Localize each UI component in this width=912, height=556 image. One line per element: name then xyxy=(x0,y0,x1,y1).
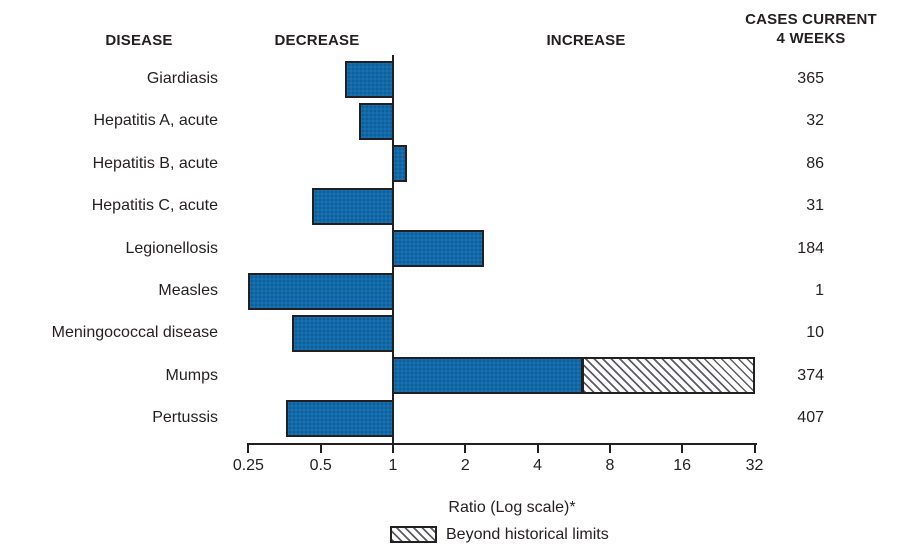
cases-value-mumps: 374 xyxy=(797,366,824,384)
column-header-decrease: DECREASE xyxy=(274,32,360,49)
disease-label-hepatitis-b-acute: Hepatitis B, acute xyxy=(92,154,218,172)
cases-value-giardiasis: 365 xyxy=(797,70,824,87)
cases-value-legionellosis: 184 xyxy=(797,239,824,257)
cases-header-line2: 4 WEEKS xyxy=(776,30,846,47)
disease-label-mumps: Mumps xyxy=(165,366,218,384)
x-tick-0.25 xyxy=(247,443,250,453)
bar-hepatitis-a-acute xyxy=(358,102,394,140)
cases-value-hepatitis-a-acute: 32 xyxy=(806,112,824,130)
x-tick-label-0.25: 0.25 xyxy=(232,457,264,474)
bar-giardiasis xyxy=(344,60,394,98)
x-tick-32 xyxy=(753,443,756,453)
legend: Beyond historical limits xyxy=(390,526,609,543)
cases-value-measles: 1 xyxy=(815,282,824,299)
cases-value-pertussis: 407 xyxy=(797,409,824,427)
beyond-historical-limits-swatch-icon xyxy=(390,526,437,543)
disease-label-hepatitis-a-acute: Hepatitis A, acute xyxy=(93,112,218,130)
disease-label-pertussis: Pertussis xyxy=(152,409,218,427)
x-axis-line xyxy=(247,443,757,445)
x-tick-label-1: 1 xyxy=(388,457,398,474)
ratio-1-baseline xyxy=(392,55,394,453)
bar-pertussis xyxy=(286,399,394,437)
x-tick-16 xyxy=(681,443,684,453)
x-tick-4 xyxy=(536,443,539,453)
disease-label-hepatitis-c-acute: Hepatitis C, acute xyxy=(91,197,218,215)
bar-hepatitis-b-acute xyxy=(392,145,407,183)
bar-mumps-beyond-historical-limits xyxy=(582,357,756,395)
bar-mumps xyxy=(392,357,584,395)
x-axis-label: Ratio (Log scale)* xyxy=(448,499,576,516)
x-tick-label-2: 2 xyxy=(460,457,470,474)
disease-label-legionellosis: Legionellosis xyxy=(125,239,218,257)
bar-legionellosis xyxy=(392,230,485,268)
cases-value-hepatitis-b-acute: 86 xyxy=(806,154,824,172)
column-header-disease: DISEASE xyxy=(105,32,173,49)
bar-measles xyxy=(248,272,394,310)
x-tick-2 xyxy=(464,443,467,453)
x-tick-label-8: 8 xyxy=(605,457,615,474)
bar-hepatitis-c-acute xyxy=(312,187,394,225)
x-tick-1 xyxy=(392,443,394,453)
x-tick-label-4: 4 xyxy=(533,457,543,474)
x-tick-label-16: 16 xyxy=(673,457,692,474)
bar-meningococcal-disease xyxy=(292,314,394,352)
legend-label: Beyond historical limits xyxy=(446,526,609,543)
disease-label-measles: Measles xyxy=(158,282,218,299)
x-tick-0.5 xyxy=(319,443,322,453)
x-tick-8 xyxy=(608,443,611,453)
cases-value-meningococcal-disease: 10 xyxy=(806,324,824,342)
x-tick-label-32: 32 xyxy=(745,457,764,474)
column-header-cases-current-4-weeks: CASES CURRENT 4 WEEKS xyxy=(711,10,911,48)
x-tick-label-0.5: 0.5 xyxy=(309,457,332,474)
disease-label-giardiasis: Giardiasis xyxy=(146,70,218,87)
cases-value-hepatitis-c-acute: 31 xyxy=(806,197,824,215)
column-header-increase: INCREASE xyxy=(546,32,626,49)
disease-label-meningococcal-disease: Meningococcal disease xyxy=(51,324,218,342)
cases-header-line1: CASES CURRENT xyxy=(745,11,877,28)
